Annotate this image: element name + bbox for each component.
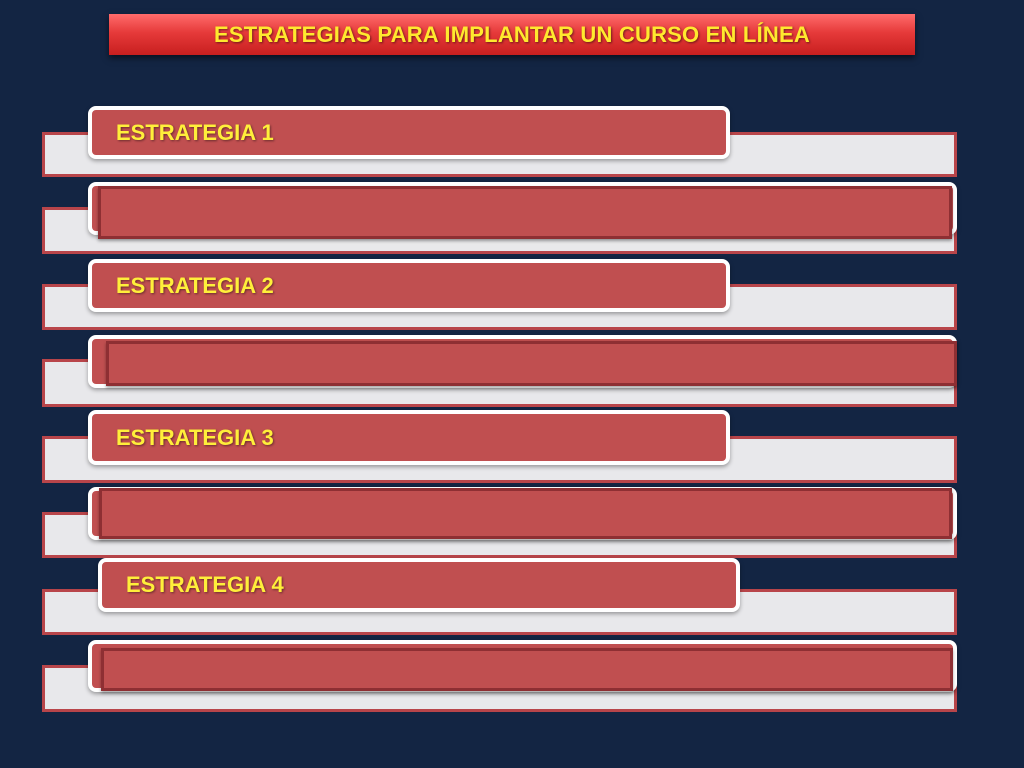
strategy-1-label: ESTRATEGIA 1 (116, 119, 274, 145)
slide-title: ESTRATEGIAS PARA IMPLANTAR UN CURSO EN L… (214, 21, 810, 47)
slide-title-bar: ESTRATEGIAS PARA IMPLANTAR UN CURSO EN L… (109, 14, 915, 55)
strategy-1-content-box (98, 186, 952, 239)
strategy-3-label: ESTRATEGIA 3 (116, 424, 274, 450)
strategy-2-label: ESTRATEGIA 2 (116, 272, 274, 298)
strategy-4-label: ESTRATEGIA 4 (126, 572, 284, 597)
strategy-1-tab: ESTRATEGIA 1 (88, 106, 730, 159)
strategy-4-content-box (101, 648, 953, 691)
strategy-2-content-box (106, 341, 957, 386)
strategy-2-tab: ESTRATEGIA 2 (88, 259, 730, 312)
strategy-4-tab: ESTRATEGIA 4 (98, 558, 740, 612)
strategy-3-content-box (99, 488, 952, 539)
strategy-3-tab: ESTRATEGIA 3 (88, 410, 730, 465)
